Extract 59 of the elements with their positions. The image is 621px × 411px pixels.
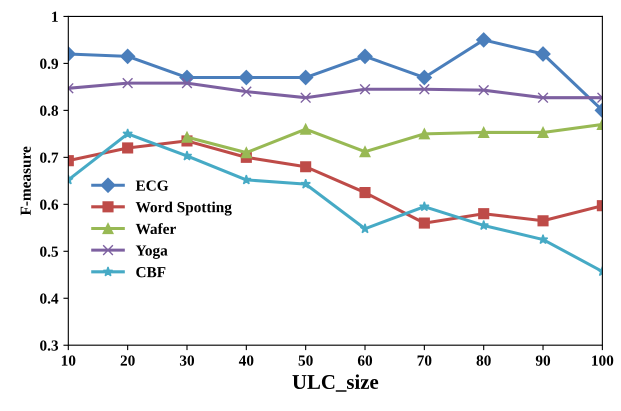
point [300, 178, 311, 189]
point [478, 84, 490, 96]
point [476, 32, 492, 48]
legend-label: CBF [136, 267, 166, 278]
point [300, 92, 312, 104]
x-tick-label: 90 [536, 355, 550, 366]
point [300, 124, 312, 135]
point [359, 146, 371, 158]
y-tick-label: 0.3 [40, 340, 58, 351]
legend-label: ECG [136, 180, 168, 191]
point [538, 234, 548, 244]
point [537, 126, 549, 138]
x-tick-label: 30 [180, 355, 194, 366]
point [535, 46, 551, 62]
point [122, 142, 134, 154]
point [298, 70, 314, 86]
x-tick-label: 40 [238, 355, 254, 366]
point [418, 128, 430, 140]
x-axis-title: ULC_size [292, 374, 378, 392]
point [418, 218, 430, 229]
point [419, 201, 430, 212]
point [238, 70, 254, 86]
point [240, 147, 252, 158]
y-tick-label: 0.9 [40, 58, 58, 69]
point [241, 174, 252, 185]
x-tick-label: 50 [298, 355, 313, 366]
point [418, 84, 430, 95]
point [122, 128, 133, 138]
legend-label: Wafer [136, 223, 176, 234]
x-tick-label: 10 [62, 355, 76, 366]
y-tick-label: 0.8 [40, 106, 58, 116]
point [120, 48, 136, 64]
point [478, 208, 490, 220]
point [537, 92, 549, 104]
point [478, 126, 490, 138]
x-tick-label: 60 [358, 355, 372, 366]
point [537, 215, 549, 226]
point [181, 132, 193, 143]
point [416, 70, 432, 86]
y-tick-label: 0.6 [40, 199, 58, 210]
point [360, 223, 370, 234]
y-tick-label: 1 [52, 12, 58, 22]
x-tick-label: 80 [476, 355, 491, 366]
point [359, 84, 371, 95]
legend-label: Word Spotting [136, 202, 232, 216]
y-tick-label: 0.4 [40, 293, 58, 304]
y-tick-label: 0.7 [40, 152, 58, 163]
x-tick-label: 100 [592, 355, 614, 366]
y-tick-label: 0.5 [40, 246, 58, 257]
y-axis-title: F-measure [20, 146, 31, 216]
x-tick-label: 70 [418, 355, 432, 366]
point [359, 187, 371, 198]
point [357, 48, 373, 64]
point [240, 86, 252, 98]
point [182, 150, 192, 161]
legend-label: Yoga [136, 245, 168, 259]
point [300, 161, 312, 172]
x-tick-label: 20 [120, 355, 135, 366]
point [122, 78, 134, 89]
